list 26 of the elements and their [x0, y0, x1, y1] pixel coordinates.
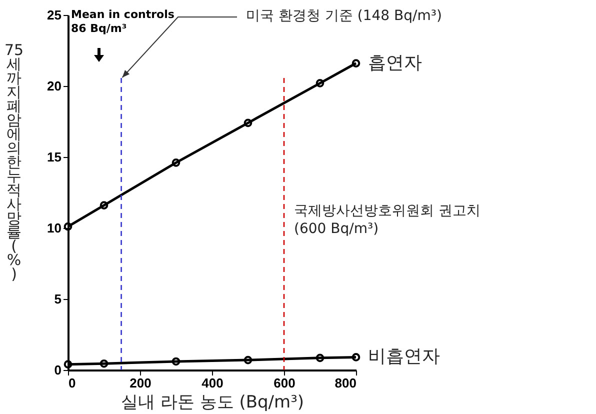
point: [244, 356, 252, 364]
series-label: 비흡연자: [368, 346, 440, 368]
ref-line-label: 국제방사선방호위원회 권고치 (600 Bq/m³): [294, 203, 480, 237]
series-label: 흡연자: [368, 52, 422, 74]
x-tick-label: 600: [274, 376, 296, 390]
annotation: Mean in controls 86 Bq/m³: [71, 8, 175, 35]
x-tick-label: 400: [202, 376, 224, 390]
x-tick-label: 200: [130, 376, 152, 390]
y-tick-label: 10: [47, 220, 62, 236]
y-tick-label: 20: [47, 78, 62, 94]
point: [244, 118, 252, 128]
point: [316, 79, 324, 88]
point: [100, 201, 108, 210]
ref-line-label: 미국 환경청 기준 (148 Bq/m³): [246, 8, 442, 24]
x-axis-title: 실내 라돈 농도 (Bq/m³): [120, 392, 304, 412]
x-tick-label: 800: [334, 376, 356, 390]
point: [172, 357, 180, 366]
y-tick-label: 0: [54, 362, 62, 378]
y-tick-label: 25: [47, 8, 62, 22]
text: 75세까지 폐암에 의한 누적 사망률(%): [4, 41, 24, 283]
point: [100, 359, 108, 368]
point: [316, 354, 324, 362]
y-tick-label: 15: [47, 150, 62, 164]
y-tick-label: 5: [54, 292, 62, 306]
point: [172, 158, 180, 167]
x-tick-label: 0: [68, 376, 76, 390]
